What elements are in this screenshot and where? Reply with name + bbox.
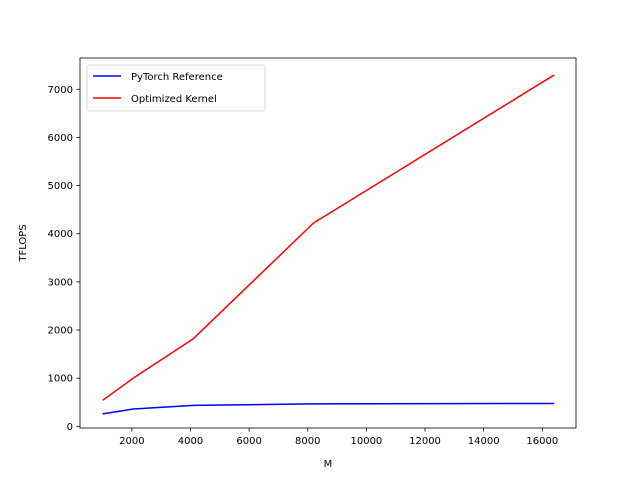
plot-frame [79, 57, 577, 429]
series-line-pytorch-reference [102, 402, 555, 415]
y-tick-label: 2000 [48, 326, 73, 337]
y-tick-label: 3000 [48, 277, 73, 288]
y-tick-label: 1000 [48, 374, 73, 385]
series-lines [102, 74, 555, 415]
plot-area [80, 58, 576, 428]
y-tick-label: 5000 [48, 181, 73, 192]
legend-label-pytorch-reference: PyTorch Reference [131, 72, 223, 83]
x-axis-label: M [324, 459, 333, 470]
x-tick-label: 12000 [409, 436, 441, 447]
y-tick-label: 7000 [48, 85, 73, 96]
legend: PyTorch Reference Optimized Kernel [86, 64, 266, 112]
y-tick-label: 4000 [48, 229, 73, 240]
y-axis-label: TFLOPS [18, 224, 29, 262]
x-tick-label: 8000 [295, 436, 320, 447]
x-tick-label: 16000 [526, 436, 558, 447]
y-axis-ticks: 0 1000 2000 3000 4000 5000 6000 7000 [48, 85, 80, 433]
x-tick-label: 10000 [350, 436, 382, 447]
x-axis-ticks: 2000 4000 6000 8000 10000 12000 14000 16000 [119, 428, 558, 447]
x-tick-label: 2000 [119, 436, 144, 447]
y-tick-label: 0 [67, 422, 73, 433]
legend-box [86, 64, 266, 112]
x-tick-label: 14000 [468, 436, 500, 447]
series-line-optimized-kernel [102, 74, 555, 401]
legend-label-optimized-kernel: Optimized Kernel [131, 94, 217, 105]
y-tick-label: 6000 [48, 133, 73, 144]
x-tick-label: 4000 [178, 436, 203, 447]
x-tick-label: 6000 [236, 436, 261, 447]
